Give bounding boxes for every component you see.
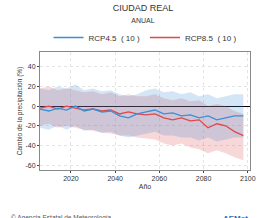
svg-text:0: 0	[32, 103, 36, 110]
svg-text:2040: 2040	[107, 175, 123, 182]
svg-text:2100: 2100	[240, 175, 256, 182]
svg-text:2020: 2020	[63, 175, 79, 182]
svg-text:© Agencia Estatal de Meteorolo: © Agencia Estatal de Meteorología	[11, 214, 112, 218]
svg-text:RCP8.5 ( 10 ): RCP8.5 ( 10 )	[185, 34, 236, 43]
svg-text:40: 40	[28, 63, 36, 70]
svg-text:2060: 2060	[152, 175, 168, 182]
svg-text:20: 20	[28, 83, 36, 90]
svg-text:-60: -60	[25, 162, 35, 169]
svg-text:2080: 2080	[196, 175, 212, 182]
svg-text:CIUDAD REALANUAL: CIUDAD REALANUAL	[113, 3, 174, 24]
svg-text:-20: -20	[25, 122, 35, 129]
svg-text:AEMet: AEMet	[223, 214, 248, 218]
svg-text:-40: -40	[25, 142, 35, 149]
svg-text:Cambio de la precipitación (%): Cambio de la precipitación (%)	[16, 67, 24, 156]
svg-text:RCP4.5 ( 10 ): RCP4.5 ( 10 )	[89, 34, 140, 43]
svg-text:Año: Año	[139, 183, 152, 190]
